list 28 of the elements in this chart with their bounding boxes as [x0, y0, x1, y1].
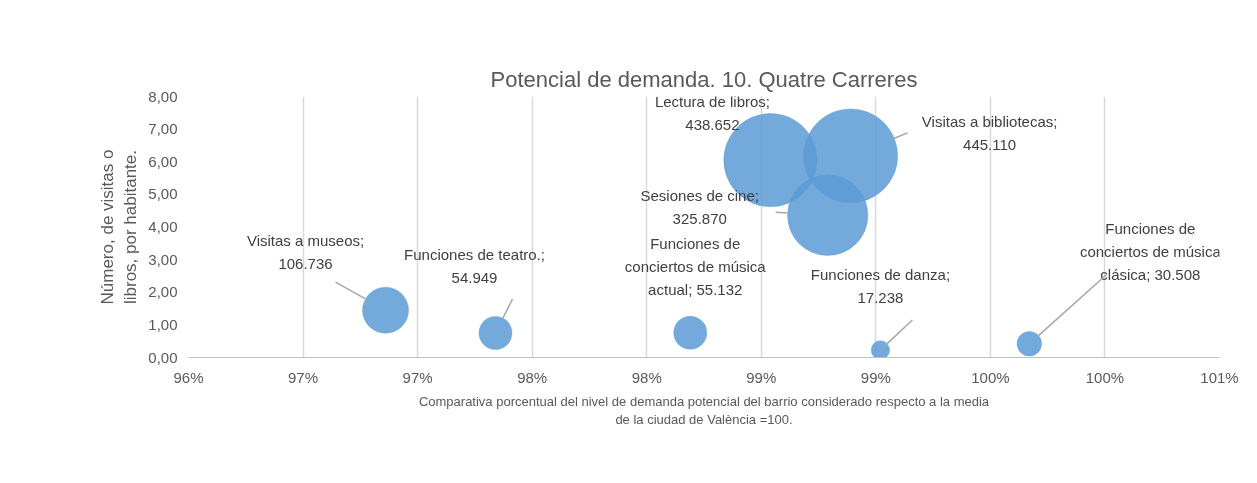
- y-tick-label: 3,00: [148, 250, 178, 268]
- y-tick-label: 2,00: [148, 283, 178, 301]
- y-tick-label: 8,00: [148, 87, 178, 105]
- x-tick-label: 98%: [631, 368, 662, 386]
- x-tick-label: 98%: [517, 368, 548, 386]
- y-axis-title: Número, de visitas o libros, por habitante.: [98, 149, 141, 305]
- y-tick-label: 7,00: [148, 120, 178, 138]
- x-tick-label: 97%: [402, 368, 433, 386]
- y-tick-label: 5,00: [148, 185, 178, 203]
- x-tick-label: 99%: [860, 368, 891, 386]
- x-tick-label: 101%: [1200, 368, 1239, 386]
- y-tick-label: 0,00: [148, 348, 178, 366]
- data-label: Visitas a museos; 106.736: [246, 232, 365, 273]
- data-label: Lectura de libros; 438.652: [654, 93, 770, 134]
- data-label: Visitas a bibliotecas; 445.110: [921, 112, 1058, 153]
- x-tick-label: 97%: [288, 368, 319, 386]
- y-tick-label: 1,00: [148, 315, 178, 333]
- x-tick-label: 96%: [173, 368, 204, 386]
- data-label: Funciones de danza; 17.238: [810, 266, 951, 306]
- x-tick-label: 100%: [1085, 368, 1125, 386]
- data-label: Funciones de conciertos de música actual; 55.132: [624, 235, 767, 299]
- y-tick-label: 6,00: [148, 152, 178, 170]
- x-tick-label: 100%: [971, 368, 1010, 386]
- data-label: Funciones de teatro.; 54.949: [404, 246, 545, 287]
- x-axis-title: Comparativa porcentual del nivel de demanda potencial del barrio considerado respecto a la media de la ciudad de València =100.: [418, 393, 990, 427]
- chart-title: Potencial de demanda. 10. Quatre Carreres: [490, 66, 918, 92]
- x-tick-label: 99%: [746, 368, 777, 386]
- y-tick-label: 4,00: [148, 218, 178, 235]
